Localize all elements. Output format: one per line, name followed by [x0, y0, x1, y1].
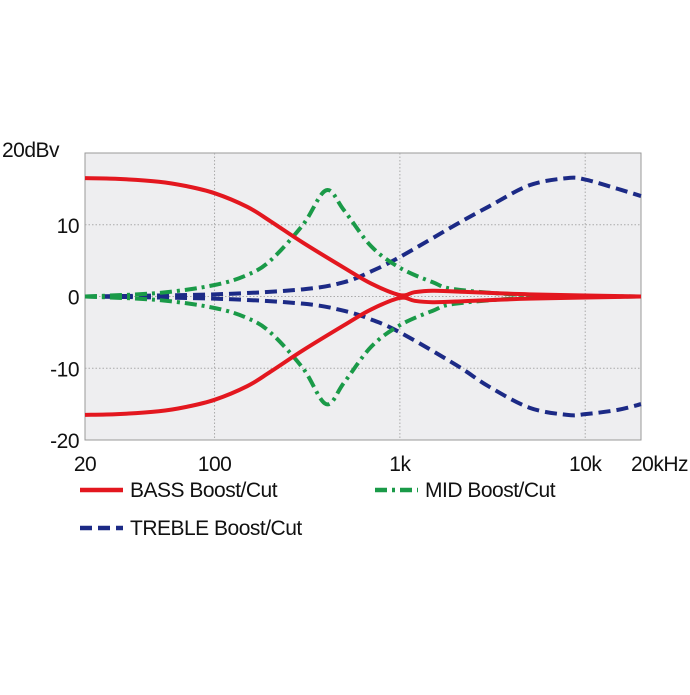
y-tick-label: 20dBv — [2, 139, 60, 162]
x-tick-label: 20 — [74, 453, 96, 476]
legend-label: MID Boost/Cut — [425, 479, 556, 502]
legend-label: TREBLE Boost/Cut — [130, 517, 302, 540]
x-tick-label: 100 — [198, 453, 232, 476]
y-tick-label: -20 — [50, 430, 79, 453]
x-tick-label: 20kHz — [631, 453, 688, 476]
x-tick-label: 10k — [569, 453, 602, 476]
series-line-treble-cut — [84, 294, 642, 418]
x-tick-label: 1k — [389, 453, 411, 476]
y-tick-label: 0 — [68, 287, 79, 310]
series-line-treble-boost — [84, 175, 642, 299]
series-line-bass-boost — [84, 176, 642, 299]
y-tick-label: -10 — [50, 358, 79, 381]
series-line-bass-cut — [84, 294, 642, 417]
y-tick-label: 10 — [57, 215, 79, 238]
legend-label: BASS Boost/Cut — [130, 479, 278, 502]
